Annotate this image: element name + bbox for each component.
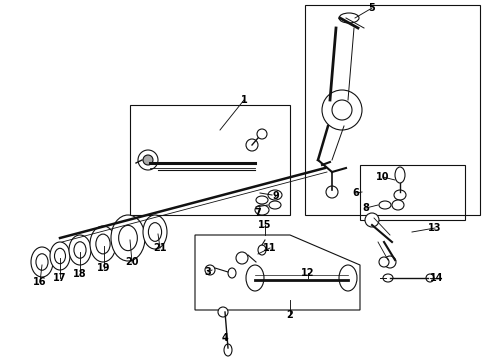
Ellipse shape xyxy=(392,200,404,210)
Text: 17: 17 xyxy=(53,273,67,283)
Text: 13: 13 xyxy=(428,223,442,233)
Bar xyxy=(130,105,290,215)
Ellipse shape xyxy=(339,265,357,291)
Ellipse shape xyxy=(119,225,137,251)
Text: 16: 16 xyxy=(33,277,47,287)
Ellipse shape xyxy=(31,247,53,277)
Ellipse shape xyxy=(246,265,264,291)
Text: 3: 3 xyxy=(205,267,211,277)
Ellipse shape xyxy=(50,242,70,270)
Ellipse shape xyxy=(258,245,266,255)
Text: 21: 21 xyxy=(153,243,167,253)
Circle shape xyxy=(332,100,352,120)
Text: 15: 15 xyxy=(258,220,272,230)
Text: 12: 12 xyxy=(301,268,315,278)
Text: 19: 19 xyxy=(97,263,111,273)
Ellipse shape xyxy=(90,226,116,262)
Text: 10: 10 xyxy=(376,172,390,182)
Circle shape xyxy=(322,90,362,130)
Text: 11: 11 xyxy=(263,243,277,253)
Ellipse shape xyxy=(379,201,391,209)
Circle shape xyxy=(246,139,258,151)
Text: 1: 1 xyxy=(241,95,247,105)
Circle shape xyxy=(236,252,248,264)
Circle shape xyxy=(257,129,267,139)
Circle shape xyxy=(138,150,158,170)
Ellipse shape xyxy=(111,215,145,261)
Circle shape xyxy=(365,213,379,227)
Circle shape xyxy=(143,155,153,165)
Text: 8: 8 xyxy=(363,203,369,213)
Bar xyxy=(305,5,480,215)
Ellipse shape xyxy=(96,234,110,254)
Text: 14: 14 xyxy=(430,273,444,283)
Circle shape xyxy=(326,186,338,198)
Ellipse shape xyxy=(339,13,359,23)
Text: 18: 18 xyxy=(73,269,87,279)
Ellipse shape xyxy=(394,190,406,200)
Text: 7: 7 xyxy=(255,208,261,218)
Text: 6: 6 xyxy=(353,188,359,198)
Text: 2: 2 xyxy=(287,310,294,320)
Ellipse shape xyxy=(426,274,434,282)
Circle shape xyxy=(384,256,396,268)
Ellipse shape xyxy=(148,222,162,241)
Ellipse shape xyxy=(224,344,232,356)
Circle shape xyxy=(379,257,389,267)
Ellipse shape xyxy=(143,215,167,249)
Circle shape xyxy=(205,265,215,275)
Ellipse shape xyxy=(268,190,282,200)
Text: 5: 5 xyxy=(368,3,375,13)
Ellipse shape xyxy=(54,248,66,264)
Ellipse shape xyxy=(74,242,86,258)
Ellipse shape xyxy=(256,196,268,204)
Ellipse shape xyxy=(255,205,269,215)
Text: 4: 4 xyxy=(221,333,228,343)
Bar xyxy=(360,165,465,220)
Text: 9: 9 xyxy=(272,191,279,201)
Ellipse shape xyxy=(228,268,236,278)
Ellipse shape xyxy=(69,235,91,265)
Text: 20: 20 xyxy=(125,257,139,267)
Circle shape xyxy=(218,307,228,317)
Ellipse shape xyxy=(383,274,393,282)
Ellipse shape xyxy=(36,254,48,270)
Ellipse shape xyxy=(395,167,405,183)
Ellipse shape xyxy=(269,201,281,209)
